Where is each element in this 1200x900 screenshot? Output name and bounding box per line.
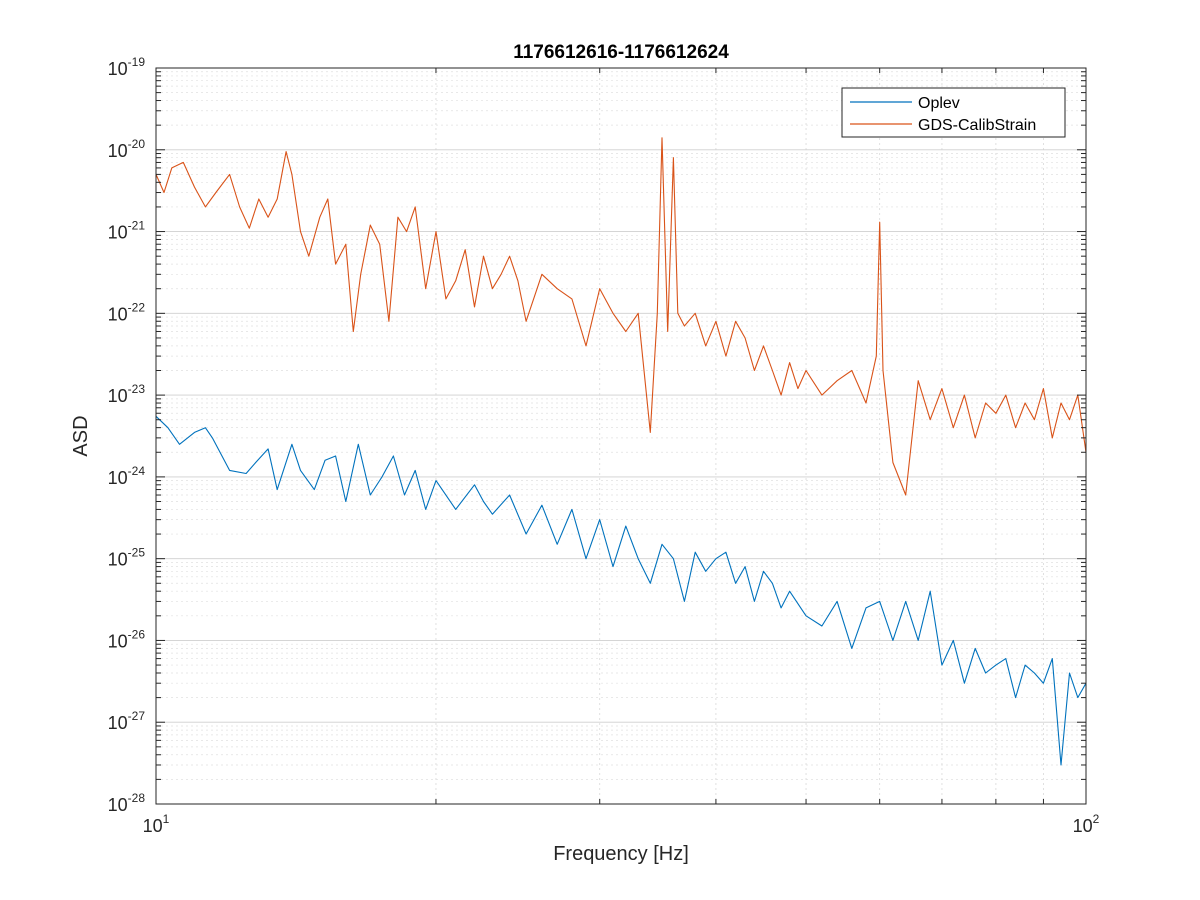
legend: Oplev GDS-CalibStrain (841, 87, 1066, 138)
x-axis-label: Frequency [Hz] (553, 843, 689, 865)
legend-label-gds-calibstrain: GDS-CalibStrain (918, 117, 1036, 134)
major-grid (156, 149, 1086, 723)
legend-box (841, 87, 1066, 138)
minor-grid (156, 68, 1086, 804)
tick-labels: 10-19 10-20 10-21 10-22 10-23 10-24 10-25 10-26… (108, 55, 1100, 836)
x-tick-label: 101 (143, 812, 170, 836)
series-line-gds-calibstrain (155, 137, 1087, 496)
plot-area (156, 68, 1086, 804)
y-tick-label: 10-23 (108, 382, 146, 406)
y-tick-label: 10-28 (108, 791, 146, 815)
y-tick-label: 10-21 (108, 219, 146, 243)
y-tick-label: 10-27 (108, 709, 146, 733)
y-tick-label: 10-19 (108, 55, 146, 79)
y-tick-label: 10-25 (108, 546, 146, 570)
axis-ticks (156, 68, 1086, 805)
y-tick-label: 10-26 (108, 627, 146, 651)
y-tick-label: 10-24 (108, 464, 146, 488)
x-tick-label: 102 (1073, 812, 1100, 836)
chart-title: 1176612616-1176612624 (513, 42, 729, 63)
plot-frame (155, 67, 1087, 805)
legend-label-oplev: Oplev (918, 95, 960, 112)
y-tick-label: 10-20 (108, 137, 146, 161)
y-tick-label: 10-22 (108, 300, 146, 324)
y-axis-label: ASD (70, 415, 92, 456)
series-line-oplev (155, 415, 1087, 766)
series-layer (155, 137, 1087, 766)
